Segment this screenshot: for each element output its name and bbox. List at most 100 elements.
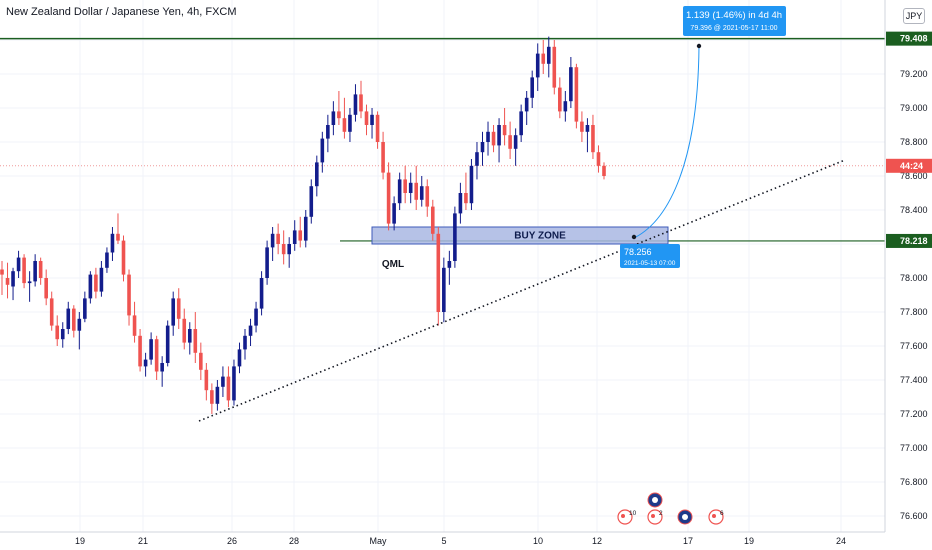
candle-body xyxy=(171,298,176,326)
buy-zone-group[interactable]: BUY ZONE QML xyxy=(371,226,669,270)
price-tick-label: 78.000 xyxy=(900,273,928,283)
chart-title: New Zealand Dollar / Japanese Yen, 4h, F… xyxy=(6,6,237,18)
event-badge-count: 2 xyxy=(659,510,663,517)
candle-body xyxy=(569,67,573,102)
candle-body xyxy=(348,114,352,132)
candle-body xyxy=(353,94,358,115)
price-tick-label: 77.200 xyxy=(900,409,928,419)
event-badge-count: 10 xyxy=(629,510,637,517)
candle-body xyxy=(524,97,529,112)
candle-body xyxy=(221,376,225,387)
event-badge-count: 6 xyxy=(720,510,724,517)
news-flag-inner xyxy=(652,497,658,503)
candle-body xyxy=(342,118,347,132)
candle-body xyxy=(574,67,579,122)
candle-body xyxy=(83,298,87,319)
entry-tag-label: 78.256 xyxy=(624,247,652,257)
time-axis[interactable]: 19 21 26 28 May 5 10 12 17 19 24 xyxy=(75,536,846,546)
price-tick-label: 78.800 xyxy=(900,137,928,147)
candle-body xyxy=(77,318,82,331)
candle-body xyxy=(403,179,407,193)
candle-body xyxy=(591,125,595,153)
candle-body xyxy=(315,162,319,187)
currency-badge[interactable]: JPY xyxy=(903,8,925,24)
candle-body xyxy=(110,233,115,253)
candle-body xyxy=(298,230,303,241)
event-badge-dot xyxy=(651,514,655,518)
candle-body xyxy=(541,53,546,64)
target-tag-bg xyxy=(683,6,786,36)
price-axis[interactable]: 79.40079.20079.00078.80078.60078.40078.2… xyxy=(0,0,932,533)
candle-body xyxy=(502,125,507,136)
event-badge-dot xyxy=(712,514,716,518)
candle-body xyxy=(386,172,391,224)
price-tick-label: 77.600 xyxy=(900,341,928,351)
price-tick-label: 78.600 xyxy=(900,171,928,181)
candle-body xyxy=(287,244,291,255)
candle-body xyxy=(0,269,4,275)
candle-body xyxy=(94,274,98,292)
candle-body xyxy=(270,233,275,248)
time-tick-label: 19 xyxy=(744,536,754,546)
candle-body xyxy=(497,125,501,146)
price-tick-label: 79.000 xyxy=(900,103,928,113)
target-tag-label: 1.139 (1.46%) in 4d 4h xyxy=(686,10,782,21)
candle-body xyxy=(370,114,374,125)
price-tag-resistance: 79.408 xyxy=(900,34,928,44)
candle-body xyxy=(580,121,584,132)
candle-body xyxy=(27,281,32,284)
candle-body xyxy=(176,298,181,319)
candle-body xyxy=(16,257,21,272)
candle-body xyxy=(49,298,54,326)
candle-body xyxy=(237,349,242,367)
candle-body xyxy=(22,257,26,284)
candle-body xyxy=(121,240,126,275)
candle-body xyxy=(116,233,120,241)
candle-body xyxy=(105,252,109,268)
candle-body xyxy=(359,94,363,112)
news-flag-inner xyxy=(682,514,688,520)
candle-body xyxy=(469,165,474,204)
event-badges[interactable]: 10 2 6 xyxy=(617,492,724,525)
candle-body xyxy=(546,46,551,64)
candle-body xyxy=(337,111,341,119)
candle-body xyxy=(558,87,562,112)
time-tick-label: 24 xyxy=(836,536,846,546)
candle-body xyxy=(414,182,419,200)
price-tag-buy: 78.218 xyxy=(900,236,928,246)
candle-body xyxy=(320,138,325,163)
event-badge xyxy=(617,509,633,525)
candle-body xyxy=(38,261,43,278)
time-tick-label: 21 xyxy=(138,536,148,546)
candle-body xyxy=(132,315,137,336)
time-tick-label: 12 xyxy=(592,536,602,546)
drawings: 1.139 (1.46%) in 4d 4h 79.396 @ 2021-05-1… xyxy=(198,6,846,422)
time-tick-label: 17 xyxy=(683,536,693,546)
candle-body xyxy=(419,186,424,200)
time-tick-label: 5 xyxy=(441,536,446,546)
candle-body xyxy=(11,271,15,287)
candle-body xyxy=(276,233,280,244)
candle-body xyxy=(303,216,308,241)
entry-tag-sub: 2021-05-13 07:00 xyxy=(624,260,676,267)
buy-zone-rect xyxy=(371,226,669,245)
candle-body xyxy=(259,278,264,309)
candle-body xyxy=(442,267,446,312)
candle-body xyxy=(491,131,496,146)
price-tick-label: 77.000 xyxy=(900,443,928,453)
candle-body xyxy=(88,274,93,299)
candle-body xyxy=(232,366,236,401)
time-tick-label: 26 xyxy=(227,536,237,546)
candle-body xyxy=(215,386,220,404)
candle-body xyxy=(602,165,606,176)
candle-body xyxy=(535,53,540,78)
candle-body xyxy=(210,390,214,404)
candle-body xyxy=(187,329,192,343)
candle-body xyxy=(248,325,253,336)
candle-body xyxy=(563,101,568,112)
candle-body xyxy=(44,278,48,299)
candle-body xyxy=(480,142,485,153)
candle-body xyxy=(165,325,170,363)
time-tick-label: May xyxy=(369,536,387,546)
